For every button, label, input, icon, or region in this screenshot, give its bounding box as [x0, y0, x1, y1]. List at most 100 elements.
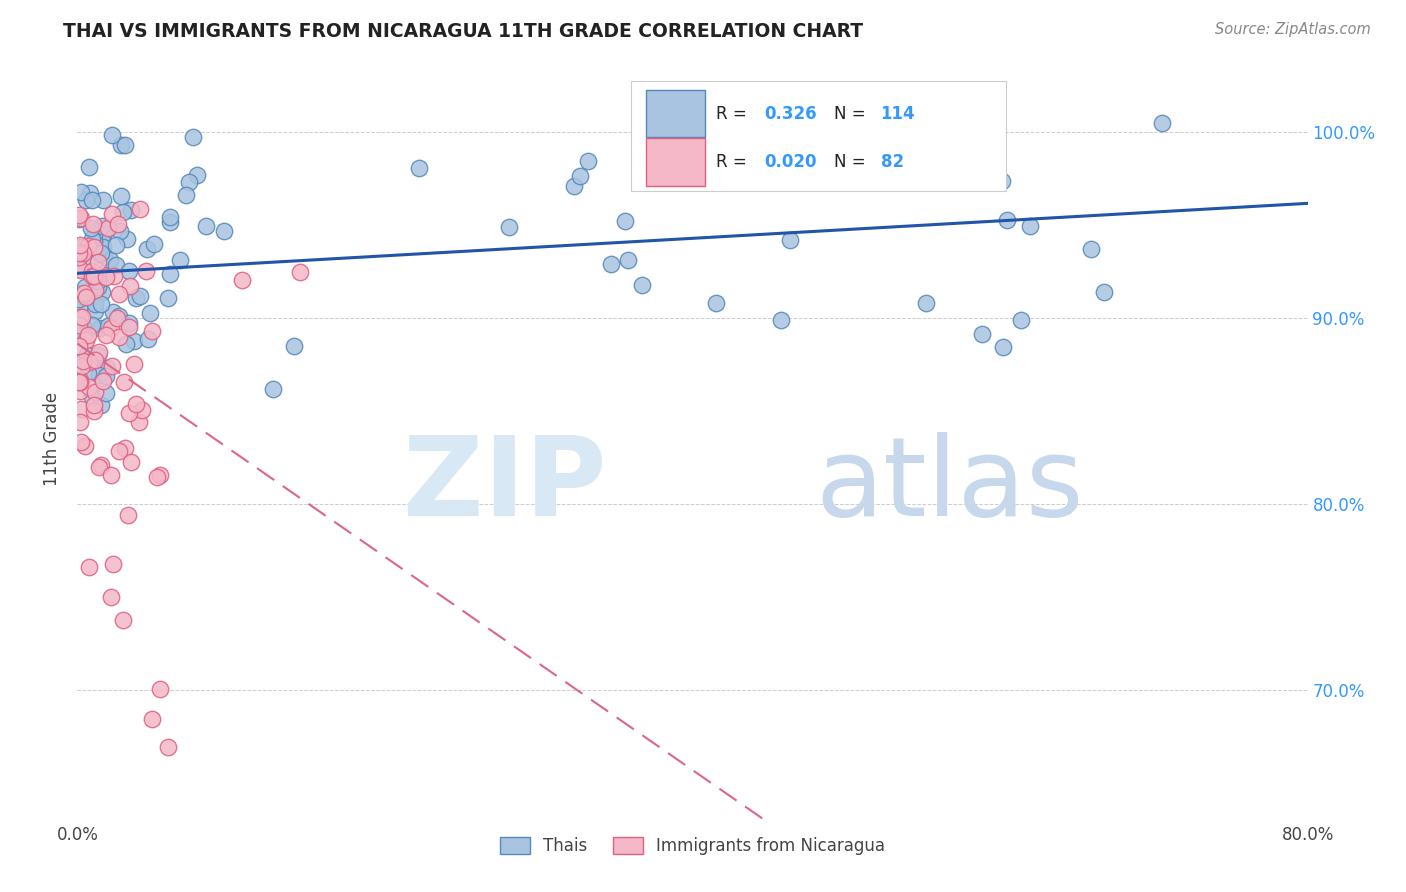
Point — [76, 367, 98, 381]
Point — [136, 332, 159, 346]
Point — [145, 470, 167, 484]
Point — [135, 264, 157, 278]
Point — [69, 373, 91, 387]
Point — [80, 232, 103, 246]
Point — [84, 226, 107, 240]
Point — [82, 193, 104, 207]
Point — [157, 292, 180, 306]
Point — [90, 297, 112, 311]
Point — [67, 326, 90, 341]
Text: N =: N = — [834, 153, 870, 171]
Point — [142, 236, 165, 251]
Legend: Thais, Immigrants from Nicaragua: Thais, Immigrants from Nicaragua — [494, 830, 891, 862]
Point — [75, 290, 97, 304]
Point — [77, 379, 100, 393]
Point — [186, 168, 208, 182]
Point — [84, 280, 107, 294]
Point — [115, 232, 138, 246]
Point — [67, 212, 90, 227]
Point — [93, 249, 115, 263]
Point — [96, 361, 118, 376]
Point — [111, 613, 134, 627]
Point — [107, 287, 129, 301]
Point — [101, 557, 124, 571]
Point — [129, 202, 152, 217]
Point — [704, 296, 727, 310]
Point — [67, 375, 90, 389]
Point — [77, 560, 100, 574]
Text: R =: R = — [716, 104, 752, 122]
Point — [76, 288, 98, 302]
Point — [122, 334, 145, 348]
Point — [1092, 285, 1115, 299]
Point — [101, 305, 124, 319]
Point — [79, 161, 101, 175]
Point — [83, 269, 105, 284]
Point — [77, 327, 100, 342]
Point — [83, 297, 105, 311]
Point — [855, 153, 877, 168]
Point — [67, 250, 90, 264]
Point — [139, 305, 162, 319]
Point — [169, 252, 191, 267]
Point — [80, 264, 103, 278]
Point — [120, 455, 142, 469]
Point — [128, 415, 150, 429]
Point — [89, 321, 111, 335]
Point — [70, 185, 93, 199]
Point — [837, 161, 859, 176]
Point — [90, 246, 112, 260]
Point — [103, 269, 125, 284]
Point — [136, 242, 159, 256]
Point — [631, 278, 654, 293]
Point — [90, 458, 112, 473]
Point — [991, 174, 1014, 188]
Point — [156, 740, 179, 755]
Point — [89, 460, 111, 475]
Point — [69, 384, 91, 398]
Point — [770, 312, 793, 326]
Text: THAI VS IMMIGRANTS FROM NICARAGUA 11TH GRADE CORRELATION CHART: THAI VS IMMIGRANTS FROM NICARAGUA 11TH G… — [63, 22, 863, 41]
Point — [562, 179, 585, 194]
Point — [69, 240, 91, 254]
Point — [114, 137, 136, 152]
Point — [69, 211, 91, 226]
Point — [67, 318, 90, 332]
Point — [105, 237, 128, 252]
Point — [118, 320, 141, 334]
Point — [83, 240, 105, 254]
Point — [76, 239, 98, 253]
Point — [107, 309, 129, 323]
Point — [80, 318, 103, 333]
Point — [174, 187, 197, 202]
Point — [67, 292, 90, 306]
Point — [100, 467, 122, 482]
Point — [177, 175, 200, 189]
Point — [159, 267, 181, 281]
Point — [125, 397, 148, 411]
Point — [91, 193, 114, 207]
Point — [96, 270, 118, 285]
Point — [72, 252, 94, 266]
Point — [87, 368, 110, 383]
Point — [991, 340, 1014, 354]
Point — [69, 310, 91, 324]
Point — [97, 319, 120, 334]
Point — [1152, 116, 1174, 130]
Point — [79, 355, 101, 369]
Point — [112, 205, 135, 219]
Point — [67, 246, 90, 260]
Point — [129, 289, 152, 303]
Point — [148, 467, 170, 482]
Point — [70, 401, 93, 416]
Point — [122, 358, 145, 372]
Point — [75, 333, 97, 347]
Point — [91, 240, 114, 254]
Point — [70, 434, 93, 449]
Point — [72, 359, 94, 373]
Point — [181, 130, 204, 145]
Point — [87, 280, 110, 294]
Text: Source: ZipAtlas.com: Source: ZipAtlas.com — [1215, 22, 1371, 37]
Point — [107, 444, 129, 458]
Point — [87, 348, 110, 362]
